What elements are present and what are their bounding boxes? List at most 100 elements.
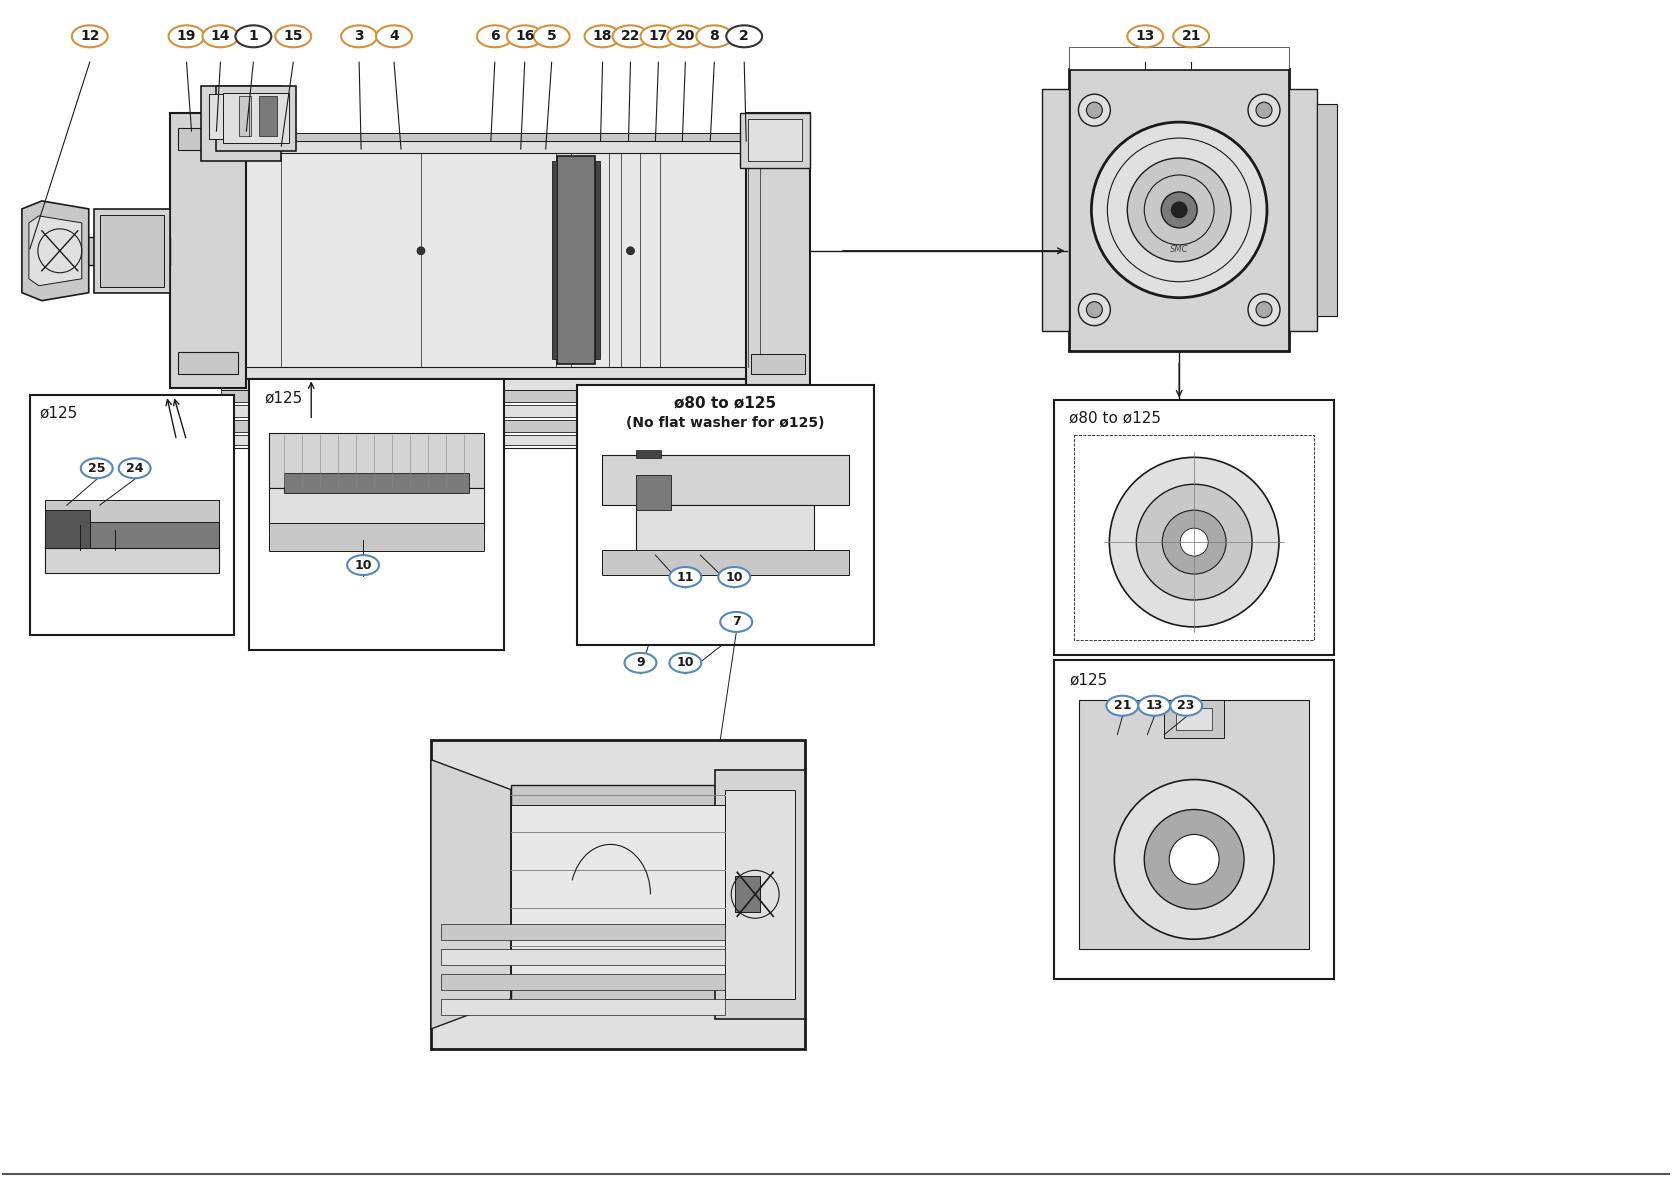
Bar [1042,89,1070,331]
Circle shape [1247,94,1281,126]
Text: 25: 25 [89,461,105,474]
Text: ø125: ø125 [1070,672,1109,687]
Ellipse shape [719,567,751,587]
Text: 23: 23 [1177,699,1195,712]
Ellipse shape [119,458,150,478]
Text: 10: 10 [726,571,742,584]
Circle shape [1162,510,1226,574]
Bar [269,523,483,552]
Bar [221,141,786,378]
Circle shape [1180,528,1209,556]
Text: 5: 5 [547,30,557,43]
Bar [736,876,761,912]
Bar [269,489,483,530]
Bar [1070,48,1289,69]
Text: 10: 10 [354,559,371,572]
Text: 24: 24 [125,461,144,474]
Bar [209,94,273,139]
Circle shape [1087,302,1102,317]
Bar [746,113,809,389]
Circle shape [1256,102,1272,118]
Bar [1070,69,1289,351]
Ellipse shape [625,653,657,673]
Text: 7: 7 [732,616,741,629]
Ellipse shape [669,653,701,673]
Text: 13: 13 [1145,699,1164,712]
Bar [719,398,747,413]
Text: 12: 12 [80,30,100,43]
Bar [249,378,503,650]
Ellipse shape [376,25,411,48]
Ellipse shape [236,25,271,48]
Text: 1: 1 [249,30,257,43]
Bar [177,352,239,373]
Ellipse shape [1174,25,1209,48]
Ellipse shape [640,25,677,48]
Ellipse shape [721,612,752,631]
Bar [431,740,806,1049]
Bar [577,385,874,644]
Circle shape [627,247,634,254]
Bar [1164,700,1224,737]
Bar [637,505,814,560]
Bar [441,974,726,990]
Bar [269,433,483,489]
Text: ø80 to ø125: ø80 to ø125 [1070,411,1162,426]
Text: 3: 3 [354,30,364,43]
Ellipse shape [1107,696,1139,716]
Text: 9: 9 [635,656,645,669]
Bar [45,510,90,548]
Bar [510,805,726,984]
Bar [1055,660,1334,979]
Bar [221,378,786,390]
Circle shape [416,247,425,254]
Circle shape [1247,294,1281,326]
Polygon shape [431,760,510,1028]
Bar [1175,707,1212,730]
Ellipse shape [696,25,732,48]
Bar [45,545,219,573]
Text: 21: 21 [1182,30,1200,43]
Bar [45,520,219,548]
Circle shape [1078,94,1110,126]
Circle shape [1078,294,1110,326]
Text: 2: 2 [739,30,749,43]
Ellipse shape [507,25,543,48]
Bar [1080,700,1309,949]
Bar [100,215,164,287]
Bar [221,390,786,402]
Circle shape [1169,835,1219,885]
Ellipse shape [477,25,513,48]
Bar [637,451,662,458]
Ellipse shape [1139,696,1170,716]
Circle shape [1114,780,1274,939]
Bar [221,405,786,417]
Text: 17: 17 [649,30,669,43]
Circle shape [1256,302,1272,317]
Text: 15: 15 [284,30,303,43]
Circle shape [1144,810,1244,910]
Text: 18: 18 [594,30,612,43]
Circle shape [1087,102,1102,118]
Bar [221,421,786,433]
Bar [741,113,809,168]
Circle shape [1170,202,1187,218]
Bar [1055,401,1334,655]
Bar [716,769,806,1019]
Bar [595,161,600,359]
Text: 14: 14 [211,30,231,43]
Bar [30,396,234,635]
Ellipse shape [533,25,570,48]
Ellipse shape [341,25,378,48]
Ellipse shape [72,25,107,48]
Bar [747,119,803,161]
Bar [177,128,239,150]
Bar [1289,89,1318,331]
Bar [726,789,796,999]
Ellipse shape [276,25,311,48]
Bar [226,153,781,366]
Text: ø125: ø125 [40,405,79,421]
Ellipse shape [348,555,380,575]
Polygon shape [22,201,89,301]
Circle shape [1109,458,1279,627]
